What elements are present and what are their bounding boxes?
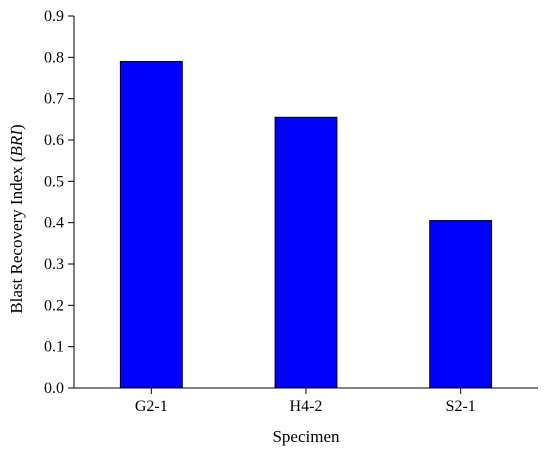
y-tick-label: 0.5 [44,173,64,190]
y-tick-label: 0.1 [44,339,64,356]
bar-g2-1 [119,60,183,389]
y-axis-title-italic: BRI [7,129,26,157]
x-axis-title: Specimen [272,427,340,446]
y-tick-label: 0.0 [44,380,64,397]
plot-area: G2-1 H4-2 S2-1 0.0 0.1 0.2 0.3 0.4 0.5 0.6 0.7 0.8 0… [44,8,538,415]
y-tick-label: 0.3 [44,256,64,273]
bar-s2-1 [429,220,493,389]
y-tick-label: 0.4 [44,215,64,232]
y-tick-label: 0.9 [44,8,64,25]
y-axis-title-main: Blast Recovery Index ( [7,156,26,314]
x-tick-label: H4-2 [290,398,323,415]
bar-h4-2 [274,116,338,389]
y-axis-title-end: ) [7,124,26,130]
y-axis-title: Blast Recovery Index (BRI) [7,124,26,313]
y-tick-label: 0.8 [44,49,64,66]
y-tick-label: 0.6 [44,132,64,149]
y-tick-label: 0.2 [44,297,64,314]
y-tick-label: 0.7 [44,91,64,108]
x-tick-label: G2-1 [135,398,168,415]
x-tick-label: S2-1 [446,398,476,415]
